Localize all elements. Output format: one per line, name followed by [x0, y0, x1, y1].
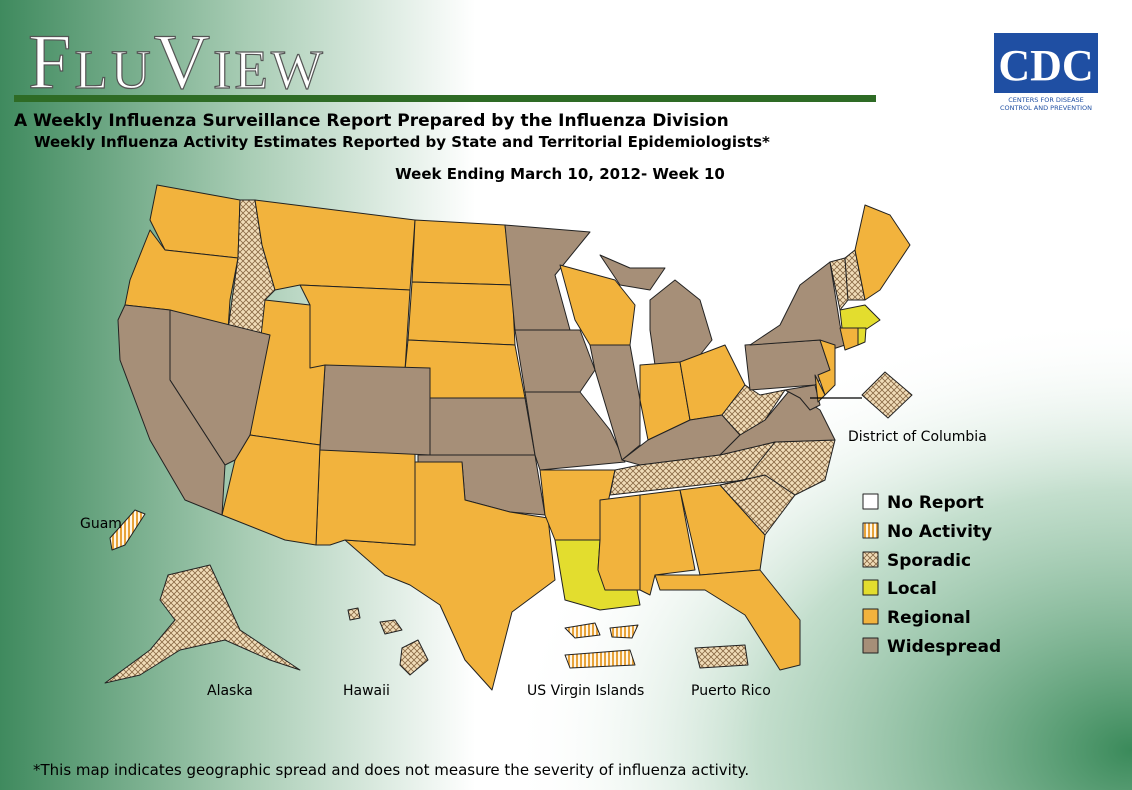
hawaii-label: Hawaii [343, 683, 390, 699]
logo-tagline: Control and Prevention [1000, 104, 1092, 112]
us-map [104, 184, 913, 691]
state [504, 224, 591, 331]
pr-label: Puerto Rico [691, 683, 771, 699]
territory [564, 622, 601, 639]
territory [861, 371, 913, 419]
state [524, 391, 626, 471]
state [319, 364, 431, 456]
state [315, 444, 416, 546]
state [784, 384, 821, 411]
territory [694, 644, 749, 669]
week: Week Ending March 10, 2012- Week 10 [395, 165, 725, 183]
legend-label: Widespread [887, 637, 1001, 657]
state [514, 329, 596, 393]
state [411, 219, 513, 286]
legend: No Report No Activity Sporadic Local Reg… [862, 493, 1001, 657]
state [839, 304, 881, 331]
legend-swatch [862, 637, 879, 654]
legend-label: No Activity [887, 522, 992, 542]
title: FluView [28, 18, 326, 105]
logo-text: CDC [998, 41, 1093, 90]
territory [564, 649, 636, 669]
legend-label: No Report [887, 493, 984, 513]
legend-swatch [862, 608, 879, 625]
territory [379, 619, 403, 635]
usvi-label: US Virgin Islands [527, 683, 644, 699]
legend-label: Regional [887, 608, 971, 628]
legend-label: Sporadic [887, 551, 971, 571]
subtitle: A Weekly Influenza Surveillance Report P… [14, 111, 729, 131]
territory [104, 564, 301, 684]
state [854, 204, 911, 301]
state [679, 484, 766, 576]
territory [109, 509, 146, 551]
state [649, 279, 713, 366]
legend-label: Local [887, 579, 937, 599]
state [597, 494, 641, 591]
title-bar [14, 95, 876, 102]
state [344, 461, 556, 691]
legend-swatch [862, 522, 879, 539]
territory [609, 624, 639, 639]
state [407, 281, 516, 346]
legend-swatch [862, 579, 879, 596]
legend-swatch [862, 493, 879, 510]
logo-tagline: Centers for Disease [1008, 96, 1084, 104]
state [427, 397, 536, 456]
state [299, 284, 411, 371]
guam-label: Guam [80, 516, 122, 532]
state [599, 254, 666, 291]
alaska-label: Alaska [207, 683, 253, 699]
subtitle-2: Weekly Influenza Activity Estimates Repo… [34, 133, 770, 151]
dc-label: District of Columbia [848, 429, 987, 445]
logo-box [994, 33, 1098, 93]
state [117, 304, 226, 516]
territory [399, 639, 429, 676]
footnote: *This map indicates geographic spread an… [33, 761, 749, 779]
territory [347, 607, 361, 621]
state [654, 569, 801, 671]
legend-swatch [862, 551, 879, 568]
state [589, 344, 641, 461]
state [857, 327, 867, 346]
